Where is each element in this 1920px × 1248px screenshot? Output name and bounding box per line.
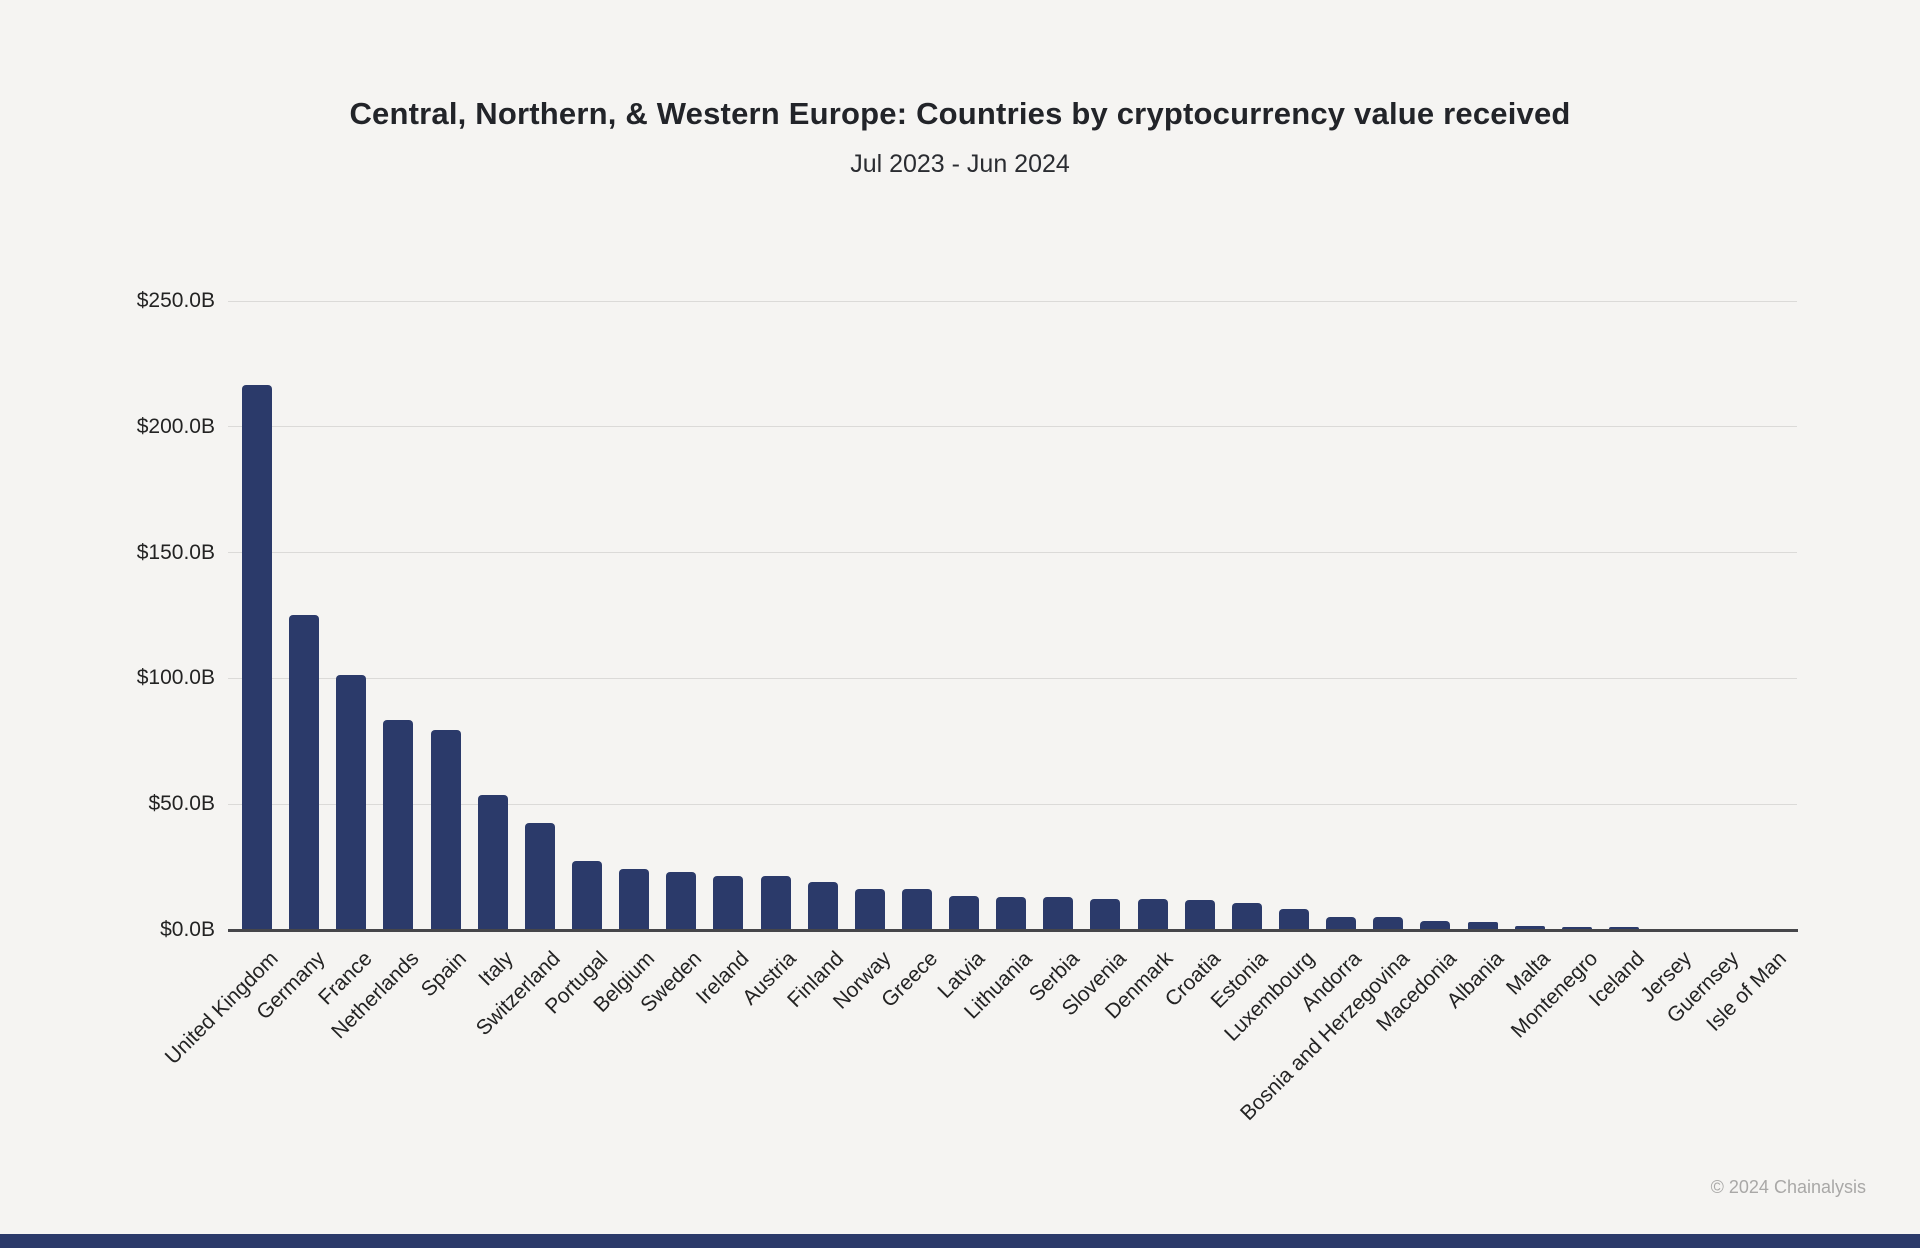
bar-iceland bbox=[1609, 926, 1640, 930]
gridline-250 bbox=[228, 300, 1797, 302]
y-axis-tick-label: $0.0B bbox=[160, 918, 215, 941]
bar-portugal bbox=[571, 860, 602, 930]
bar-greece bbox=[901, 889, 932, 930]
bar-andorra bbox=[1326, 916, 1357, 930]
bar-ireland bbox=[713, 875, 744, 930]
bar-netherlands bbox=[383, 719, 414, 930]
bar-france bbox=[336, 675, 367, 930]
bar-latvia bbox=[949, 895, 980, 930]
bar-estonia bbox=[1231, 902, 1262, 930]
bar-macedonia bbox=[1420, 920, 1451, 930]
bar-switzerland bbox=[524, 822, 555, 930]
y-axis-tick-label: $50.0B bbox=[148, 792, 215, 816]
bar-norway bbox=[854, 888, 885, 930]
bar-lithuania bbox=[996, 897, 1027, 930]
bar-austria bbox=[760, 876, 791, 930]
footer-accent-bar bbox=[0, 1234, 1920, 1248]
chart-subtitle: Jul 2023 - Jun 2024 bbox=[850, 150, 1070, 178]
y-axis-tick-label: $200.0B bbox=[136, 414, 215, 438]
x-axis-label-spain: Spain bbox=[416, 947, 471, 1002]
bar-finland bbox=[807, 881, 838, 930]
bar-united-kingdom bbox=[241, 384, 272, 930]
bar-belgium bbox=[619, 869, 650, 930]
bar-malta bbox=[1514, 926, 1545, 930]
y-axis-tick-label: $100.0B bbox=[136, 666, 215, 690]
gridline-100 bbox=[228, 677, 1797, 679]
bar-bosnia-and-herzegovina bbox=[1373, 917, 1404, 930]
bar-sweden bbox=[666, 872, 697, 930]
bar-denmark bbox=[1137, 899, 1168, 930]
gridline-200 bbox=[228, 426, 1797, 428]
chart-title: Central, Northern, & Western Europe: Cou… bbox=[349, 96, 1571, 131]
bar-albania bbox=[1467, 922, 1498, 930]
bar-slovenia bbox=[1090, 898, 1121, 930]
bar-spain bbox=[430, 729, 461, 930]
gridline-50 bbox=[228, 803, 1797, 805]
bar-germany bbox=[289, 615, 320, 930]
bar-serbia bbox=[1043, 897, 1074, 930]
y-axis-tick-label: $250.0B bbox=[136, 289, 215, 312]
y-axis-tick-label: $150.0B bbox=[136, 540, 215, 564]
bar-croatia bbox=[1184, 900, 1215, 930]
bar-montenegro bbox=[1561, 926, 1592, 930]
bar-luxembourg bbox=[1279, 909, 1310, 930]
gridline-150 bbox=[228, 552, 1797, 554]
x-axis-line bbox=[228, 929, 1798, 932]
bar-italy bbox=[477, 794, 508, 930]
copyright-text: © 2024 Chainalysis bbox=[1710, 1177, 1866, 1197]
